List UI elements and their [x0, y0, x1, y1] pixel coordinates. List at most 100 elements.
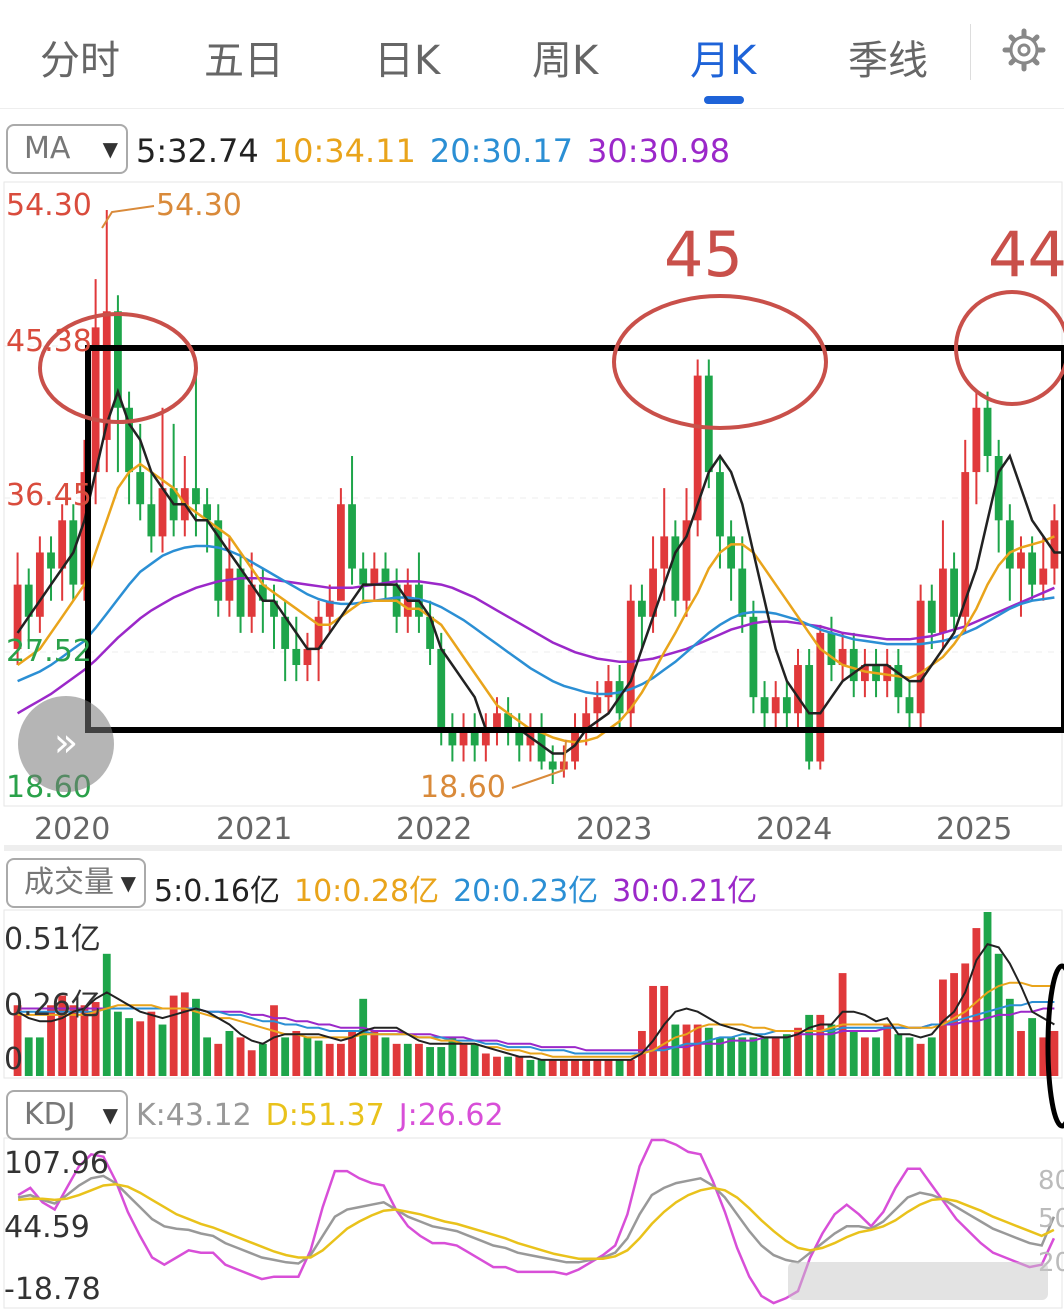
ma30-line [16, 576, 1055, 715]
tab-monthly-k[interactable]: 月K [690, 38, 757, 84]
volume-bar [403, 1043, 412, 1076]
volume-bar [192, 998, 200, 1076]
volume-legend: 5:0.16亿 10:0.28亿 20:0.23亿 30:0.21亿 [154, 866, 771, 910]
volume-circle [1045, 963, 1064, 1129]
candle-body [749, 616, 758, 698]
candle-body [258, 584, 267, 601]
volume-bar [983, 912, 992, 1076]
vol-ma5-value: 5:0.16亿 [154, 874, 280, 909]
ma-indicator-selector[interactable]: MA ▼ [6, 124, 128, 174]
volume-bar [381, 1037, 390, 1076]
ma-legend: 5:32.74 10:34.11 20:30.17 30:30.98 [136, 132, 744, 170]
volume-bar [303, 1037, 312, 1076]
volume-bar [325, 1043, 334, 1076]
candle-body [860, 665, 869, 682]
candle-body [459, 729, 468, 746]
volume-bar [515, 1056, 524, 1076]
volume-bar [1028, 1018, 1037, 1076]
volume-bar [927, 1037, 936, 1076]
candle-body [158, 488, 167, 537]
candle-body [604, 681, 613, 698]
volume-bar [782, 1034, 791, 1076]
kdj-k-line [17, 1174, 1056, 1265]
candle-body [225, 568, 234, 601]
volume-bar [872, 1037, 880, 1076]
candle-body [236, 568, 245, 617]
candle-body [348, 504, 356, 569]
candle-body [626, 600, 635, 714]
gear-icon[interactable] [1002, 28, 1046, 72]
highlight-circle [38, 312, 198, 424]
candle-body [961, 472, 970, 617]
candle-body [883, 665, 892, 682]
volume-bar [704, 1027, 713, 1076]
volume-bar [58, 995, 67, 1076]
kdj-indicator-selector[interactable]: KDJ ▼ [6, 1090, 128, 1140]
candle-body [381, 568, 390, 585]
year-2022: 2022 [396, 812, 473, 847]
volume-bar [459, 1043, 468, 1076]
candle-body [370, 568, 379, 585]
low-price-marker: 18.60 [420, 770, 506, 805]
candle-body [905, 697, 914, 714]
candle-body [91, 327, 100, 473]
candle-body [727, 536, 736, 569]
expand-button[interactable]: » [18, 696, 114, 792]
candle-body [1050, 520, 1059, 569]
candle-body [983, 407, 992, 456]
high-marker-line [101, 205, 155, 229]
volume-bar [281, 1037, 290, 1076]
candle-body [849, 648, 858, 682]
volume-bar [660, 985, 669, 1076]
annotation-44: 44 [988, 218, 1064, 291]
volume-bar [392, 1043, 401, 1076]
volume-bar [816, 1014, 825, 1076]
candle-body [203, 504, 212, 521]
kdj-selector-label: KDJ [24, 1097, 76, 1132]
chevron-down-icon: ▼ [102, 137, 118, 161]
year-2025: 2025 [936, 812, 1013, 847]
volume-bar [671, 1024, 680, 1076]
volume-bar [493, 1056, 501, 1076]
candle-body [950, 568, 958, 617]
tab-weekly-k[interactable]: 周K [532, 38, 599, 84]
volume-bar [582, 1059, 591, 1076]
volume-bar [526, 1059, 535, 1076]
kdj-y-min: -18.78 [4, 1272, 101, 1307]
candle-body [58, 520, 67, 569]
candle-body [894, 665, 903, 698]
candle-body [838, 648, 847, 666]
volume-bar [805, 1014, 814, 1076]
tab-intraday[interactable]: 分时 [40, 38, 120, 84]
candle-body [214, 520, 223, 601]
volume-bar [481, 1053, 490, 1076]
tab-quarterly[interactable]: 季线 [848, 38, 928, 84]
volume-bar [1050, 1030, 1059, 1076]
volume-bar [615, 1059, 624, 1076]
volume-bar [894, 1034, 903, 1076]
candle-body [649, 568, 657, 617]
volume-bar [214, 1043, 223, 1076]
tab-five-day[interactable]: 五日 [204, 38, 284, 84]
range-box [85, 345, 1064, 733]
tab-daily-k[interactable]: 日K [374, 38, 441, 84]
volume-bar [749, 1037, 758, 1076]
candle-body [771, 697, 780, 714]
volume-bar [1005, 998, 1014, 1076]
vol-ma10-value: 10:0.28亿 [294, 874, 440, 909]
candle-body [760, 697, 769, 714]
volume-bar [35, 1037, 44, 1076]
volume-bar [348, 1030, 356, 1076]
candle-body [716, 472, 724, 537]
volume-y-mid: 0.26亿 [4, 988, 101, 1023]
volume-bar [604, 1059, 613, 1076]
volume-bar [258, 1043, 267, 1076]
volume-bar [169, 995, 178, 1076]
kdj-j-line [17, 1138, 1056, 1305]
volume-indicator-selector[interactable]: 成交量 ▼ [6, 858, 146, 908]
low-marker-line [511, 739, 567, 789]
candle-body [114, 311, 122, 408]
volume-bar [80, 1005, 89, 1076]
candle-body [1028, 552, 1037, 585]
y-label-max: 54.30 [6, 188, 92, 223]
